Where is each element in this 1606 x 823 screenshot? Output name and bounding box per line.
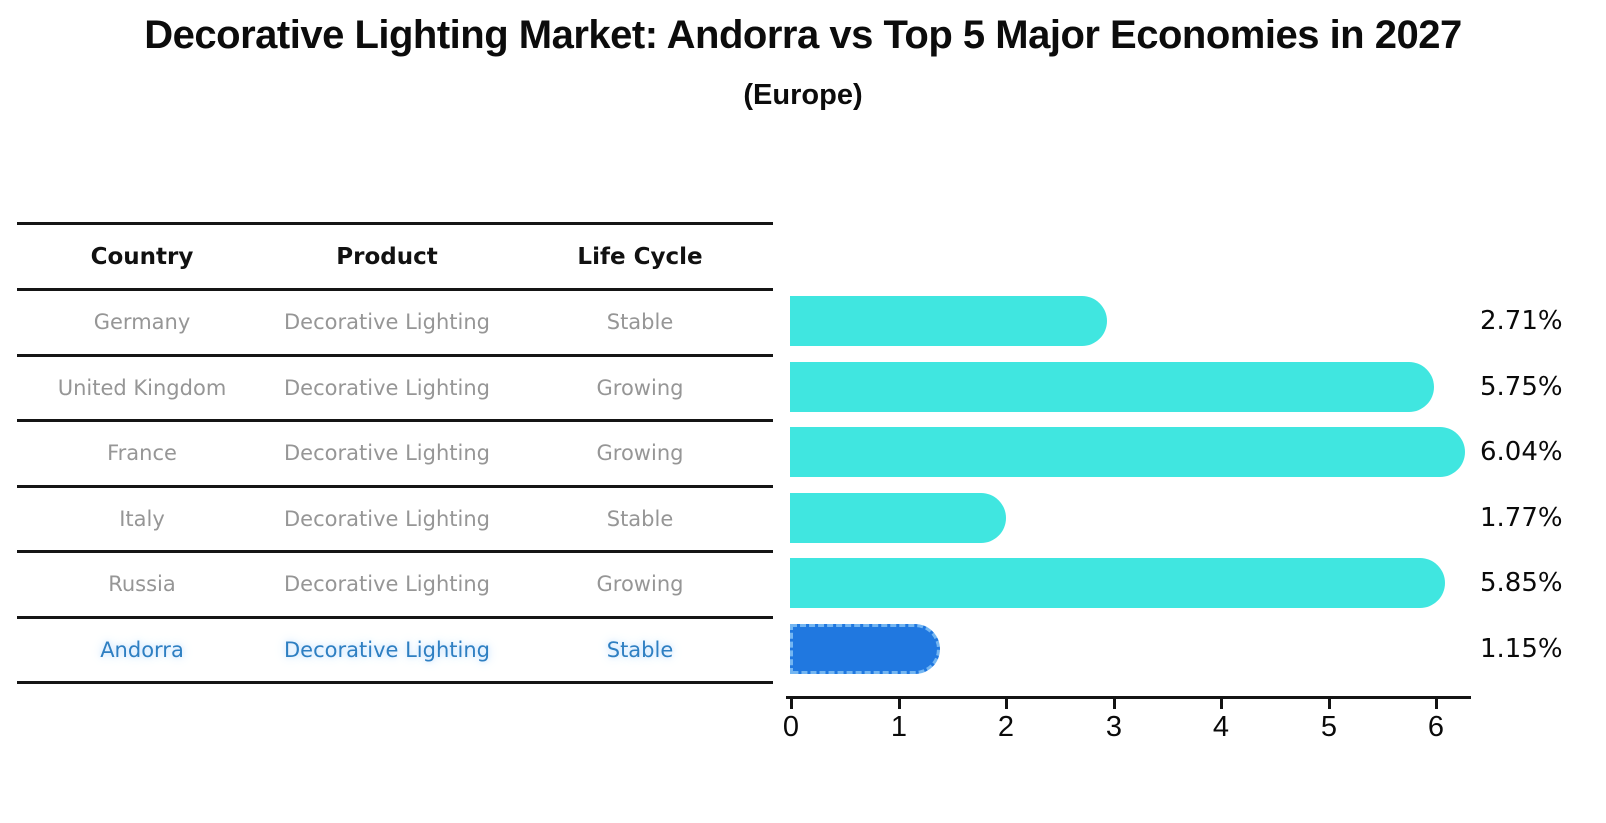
cell-country: Germany <box>93 310 191 335</box>
cell-product: Decorative Lighting <box>284 375 490 400</box>
col-header-lifecycle: Life Cycle <box>577 243 703 270</box>
x-axis-tick-label: 1 <box>890 711 908 743</box>
cell-country: United Kingdom <box>57 375 227 400</box>
x-axis-tick-label: 2 <box>997 711 1015 743</box>
cell-product: Decorative Lighting <box>284 441 490 466</box>
x-axis-tick <box>898 699 901 709</box>
bar-russia <box>790 558 1445 608</box>
cell-lifecycle: Growing <box>596 441 684 466</box>
cell-country: Italy <box>119 506 165 531</box>
col-header-product: Product <box>336 243 438 270</box>
value-label-germany: 2.71% <box>1480 306 1563 336</box>
chart-subtitle: (Europe) <box>743 79 863 111</box>
table-row-andorra: Andorra Decorative Lighting Stable <box>17 619 773 684</box>
cell-lifecycle: Stable <box>606 310 674 335</box>
value-label-france: 6.04% <box>1480 437 1563 467</box>
x-axis-tick <box>790 699 793 709</box>
x-axis-tick-label: 3 <box>1105 711 1123 743</box>
x-axis-line <box>786 696 1471 699</box>
cell-product: Decorative Lighting <box>284 506 490 531</box>
cell-lifecycle: Growing <box>596 572 684 597</box>
table-row-france: France Decorative Lighting Growing <box>17 422 773 488</box>
cell-product: Decorative Lighting <box>284 572 490 597</box>
chart-title: Decorative Lighting Market: Andorra vs T… <box>144 13 1462 57</box>
x-axis-tick <box>1005 699 1008 709</box>
cell-lifecycle: Stable <box>606 506 674 531</box>
cell-country: France <box>107 441 177 466</box>
value-label-russia: 5.85% <box>1480 568 1563 598</box>
x-axis-tick-label: 4 <box>1212 711 1230 743</box>
cell-product: Decorative Lighting <box>284 637 490 662</box>
cell-country: Russia <box>108 572 176 597</box>
value-label-italy: 1.77% <box>1480 503 1563 533</box>
x-axis-tick <box>1435 699 1438 709</box>
x-axis-tick <box>1328 699 1331 709</box>
table-row-united-kingdom: United Kingdom Decorative Lighting Growing <box>17 357 773 422</box>
bar-chart: 2.71% 5.75% 6.04% 1.77% 5.85% 1.15% 0 1 2 3 4 5 6 <box>0 288 1606 788</box>
cell-product: Decorative Lighting <box>284 310 490 335</box>
x-axis-tick <box>1113 699 1116 709</box>
x-axis-tick-label: 0 <box>782 711 800 743</box>
country-table: Country Product Life Cycle Germany Decora… <box>17 222 773 684</box>
x-axis-tick <box>1220 699 1223 709</box>
table-body: Germany Decorative Lighting Stable United K… <box>17 291 773 684</box>
cell-lifecycle: Stable <box>606 637 674 662</box>
value-label-united-kingdom: 5.75% <box>1480 372 1563 402</box>
value-label-andorra: 1.15% <box>1480 634 1563 664</box>
cell-country: Andorra <box>100 637 184 662</box>
table-row-italy: Italy Decorative Lighting Stable <box>17 488 773 553</box>
bar-france <box>790 427 1465 477</box>
bar-united-kingdom <box>790 362 1434 412</box>
bar-italy <box>790 493 1006 543</box>
bar-germany <box>790 296 1107 346</box>
table-row-germany: Germany Decorative Lighting Stable <box>17 291 773 357</box>
table-row-russia: Russia Decorative Lighting Growing <box>17 553 773 619</box>
col-header-country: Country <box>90 243 194 270</box>
x-axis-tick-label: 5 <box>1320 711 1338 743</box>
cell-lifecycle: Growing <box>596 375 684 400</box>
x-axis-tick-label: 6 <box>1427 711 1445 743</box>
bar-andorra <box>790 624 940 674</box>
table-header-row: Country Product Life Cycle <box>17 225 773 291</box>
